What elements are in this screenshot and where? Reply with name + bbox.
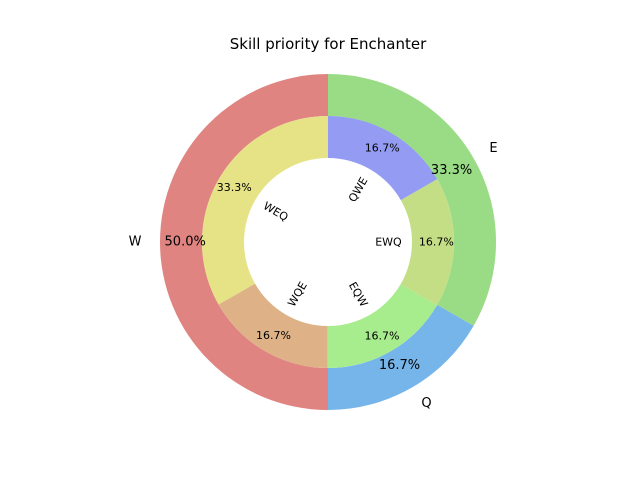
outer-label-q: Q	[421, 396, 431, 411]
inner-label-eqw: EQW	[346, 280, 371, 310]
inner-pct-ewq: 16.7%	[419, 236, 454, 249]
inner-pct-wqe: 16.7%	[256, 329, 291, 342]
inner-wedge-eqw	[327, 284, 437, 368]
inner-wedge-wqe	[218, 283, 328, 368]
inner-pct-qwe: 16.7%	[365, 142, 400, 155]
inner-label-ewq: EWQ	[375, 236, 402, 249]
inner-label-weq: WEQ	[261, 199, 291, 224]
inner-pct-weq: 33.3%	[217, 181, 252, 194]
outer-wedge-q	[328, 304, 474, 410]
outer-pct-q: 16.7%	[379, 358, 420, 373]
outer-ring	[160, 74, 496, 410]
chart-title: Skill priority for Enchanter	[230, 35, 427, 53]
inner-pct-eqw: 16.7%	[364, 329, 399, 342]
outer-label-e: E	[489, 141, 497, 156]
outer-pct-w: 50.0%	[165, 235, 206, 250]
inner-label-qwe: QWE	[346, 175, 371, 204]
inner-wedge-weq	[202, 116, 328, 305]
inner-label-wqe: WQE	[285, 280, 310, 309]
inner-ring	[202, 116, 455, 368]
outer-label-w: W	[129, 235, 142, 250]
inner-wedge-qwe	[328, 116, 438, 201]
inner-wedge-ewq	[400, 179, 455, 306]
outer-pct-e: 33.3%	[431, 163, 472, 178]
outer-wedge-w	[160, 74, 328, 410]
outer-wedge-e	[328, 74, 496, 326]
